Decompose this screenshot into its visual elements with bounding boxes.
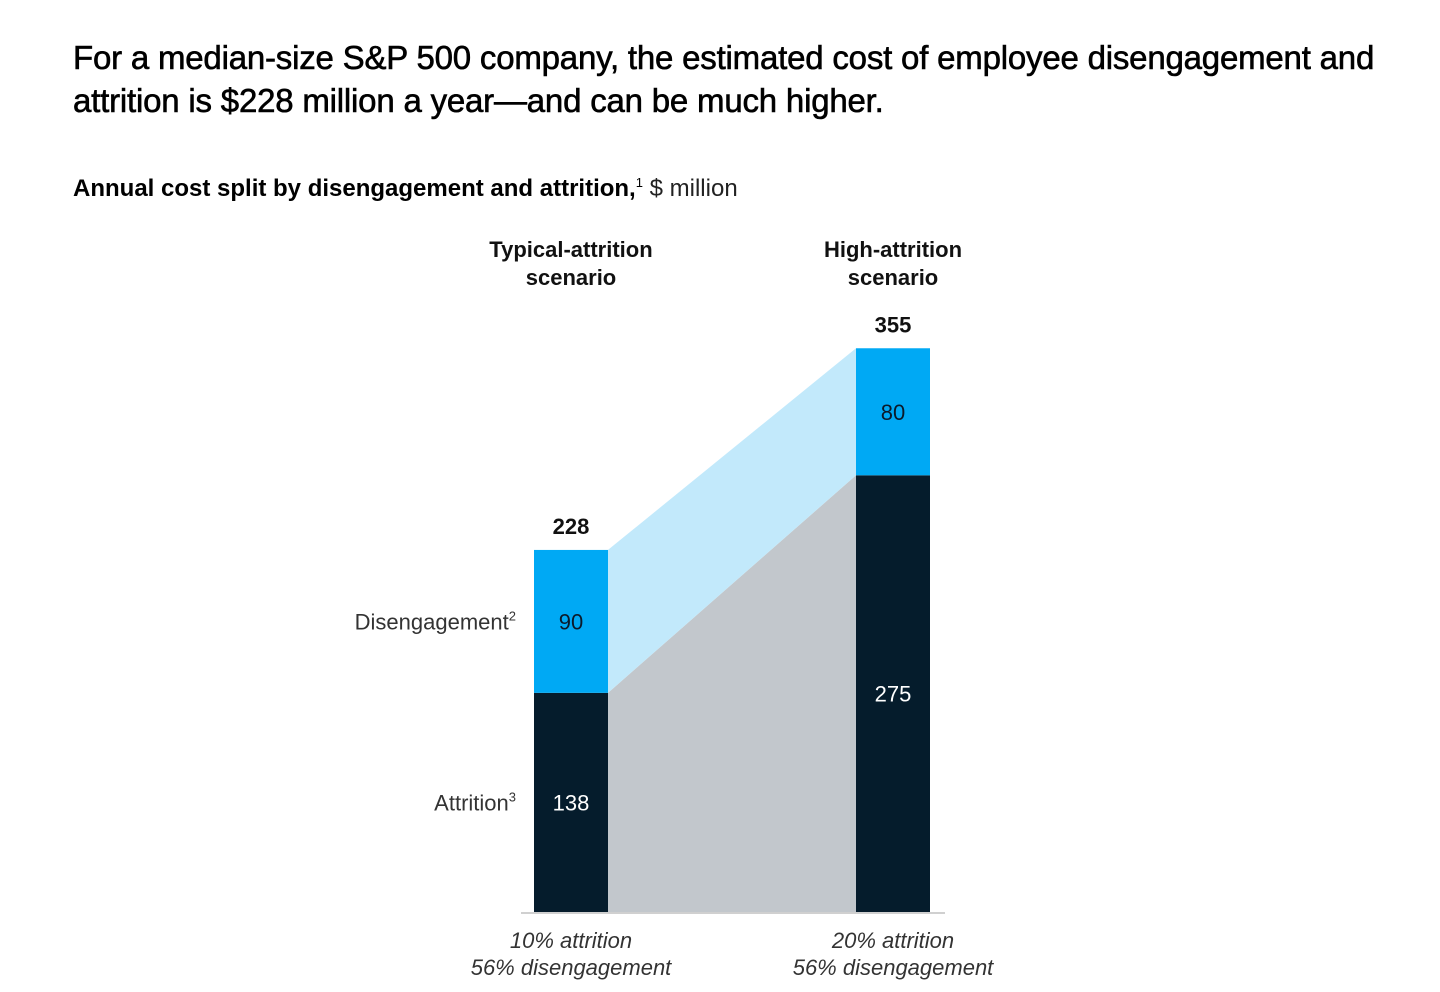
series-label-attrition: Attrition3 — [434, 789, 516, 815]
value-label-disengagement: 90 — [559, 609, 583, 634]
bar-attrition — [856, 475, 930, 912]
series-footnote: 3 — [509, 789, 516, 804]
bar-disengagement — [856, 348, 930, 476]
x-tick-label-line: 20% attrition — [831, 928, 954, 953]
disengagement-bridge — [608, 348, 856, 693]
subtitle-footnote: 1 — [635, 175, 643, 190]
bridge-areas — [608, 348, 856, 912]
scenario-header-line: scenario — [848, 265, 939, 290]
attrition-bridge — [608, 475, 856, 912]
chart-subtitle: Annual cost split by disengagement and a… — [73, 168, 738, 204]
value-label-disengagement: 80 — [881, 400, 905, 425]
bar-attrition — [534, 692, 608, 912]
chart-title: For a median-size S&P 500 company, the e… — [73, 39, 1375, 120]
scenario-header-line: scenario — [526, 265, 617, 290]
series-name: Attrition — [434, 790, 509, 815]
total-label: 228 — [553, 514, 590, 539]
bar-disengagement — [534, 549, 608, 693]
scenario-header: Typical-attrition scenario — [489, 237, 652, 290]
subtitle-unit: $ million — [642, 175, 738, 202]
x-tick-label-line: 56% disengagement — [471, 955, 672, 980]
scenario-header-line: High-attrition — [824, 237, 962, 262]
bars — [534, 348, 930, 912]
subtitle-text: Annual cost split by disengagement and a… — [73, 175, 636, 202]
x-tick-label: 10% attrition 56% disengagement — [471, 928, 672, 980]
series-name: Disengagement — [355, 609, 509, 634]
chart-labels: 138 90 228 Typical-attrition scenario 10% att… — [355, 237, 995, 980]
scenario-header-line: Typical-attrition — [489, 237, 652, 262]
value-label-attrition: 138 — [553, 790, 590, 815]
x-tick-label-line: 56% disengagement — [793, 955, 994, 980]
series-label-disengagement: Disengagement2 — [355, 608, 516, 634]
value-label-attrition: 275 — [875, 682, 912, 707]
series-footnote: 2 — [509, 608, 516, 623]
scenario-header: High-attrition scenario — [824, 237, 962, 290]
x-tick-label-line: 10% attrition — [510, 928, 632, 953]
total-label: 355 — [875, 312, 912, 337]
x-tick-label: 20% attrition 56% disengagement — [793, 928, 994, 980]
